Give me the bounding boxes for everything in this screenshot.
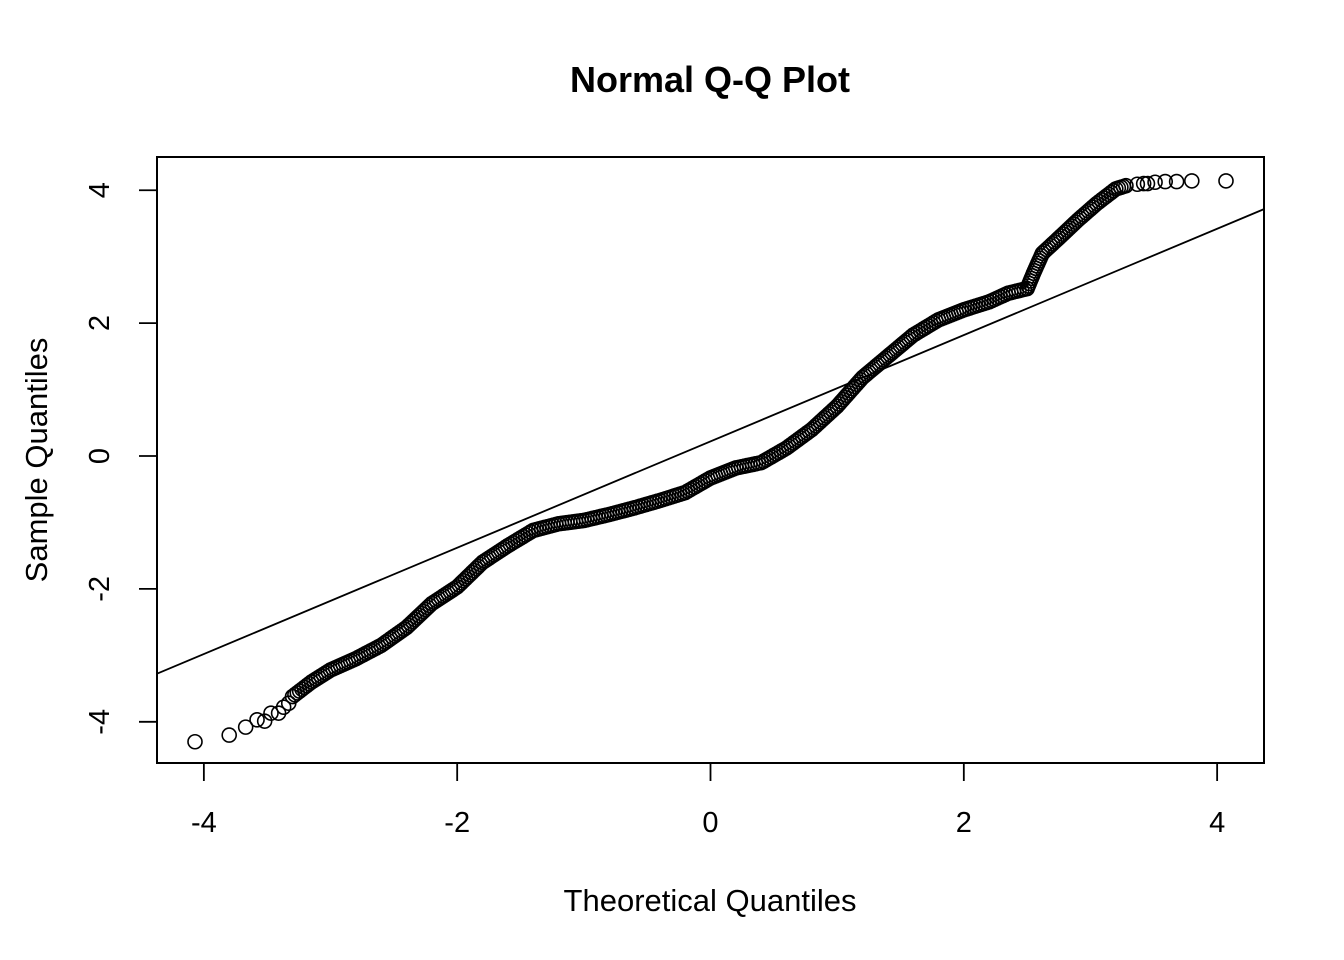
x-tick-label: 0 <box>702 807 718 839</box>
sample-point <box>275 699 292 715</box>
sample-point <box>1139 175 1156 192</box>
sample-point <box>249 712 265 728</box>
y-tick-label: -4 <box>84 709 116 735</box>
reference-line <box>157 208 1264 675</box>
sample-point <box>1184 173 1200 189</box>
sample-point <box>237 719 254 735</box>
x-tick-label: 2 <box>956 807 972 839</box>
sample-point <box>1118 177 1134 194</box>
y-tick-label: 4 <box>84 182 116 198</box>
y-axis: -4 -2 0 2 4 <box>84 182 158 735</box>
y-axis-label: Sample Quantiles <box>19 338 54 583</box>
x-tick-label: -4 <box>191 807 217 839</box>
sample-point <box>1157 173 1174 190</box>
x-tick-label: 4 <box>1209 807 1225 839</box>
x-tick-label: -2 <box>444 807 470 839</box>
x-axis: -4 -2 0 2 4 <box>191 762 1225 839</box>
sample-point <box>1147 174 1163 191</box>
sample-point <box>187 733 203 750</box>
chart-title: Normal Q-Q Plot <box>570 59 850 100</box>
sample-point <box>1218 173 1234 189</box>
y-tick-label: -2 <box>84 576 116 602</box>
sample-point <box>263 705 279 721</box>
sample-point <box>221 727 237 743</box>
y-tick-label: 0 <box>84 448 116 464</box>
sample-point <box>280 695 297 712</box>
sample-point <box>1168 173 1185 190</box>
sample-point <box>1129 176 1146 193</box>
x-axis-label: Theoretical Quantiles <box>564 883 857 918</box>
y-tick-label: 2 <box>84 315 116 331</box>
sample-point <box>1135 175 1152 192</box>
